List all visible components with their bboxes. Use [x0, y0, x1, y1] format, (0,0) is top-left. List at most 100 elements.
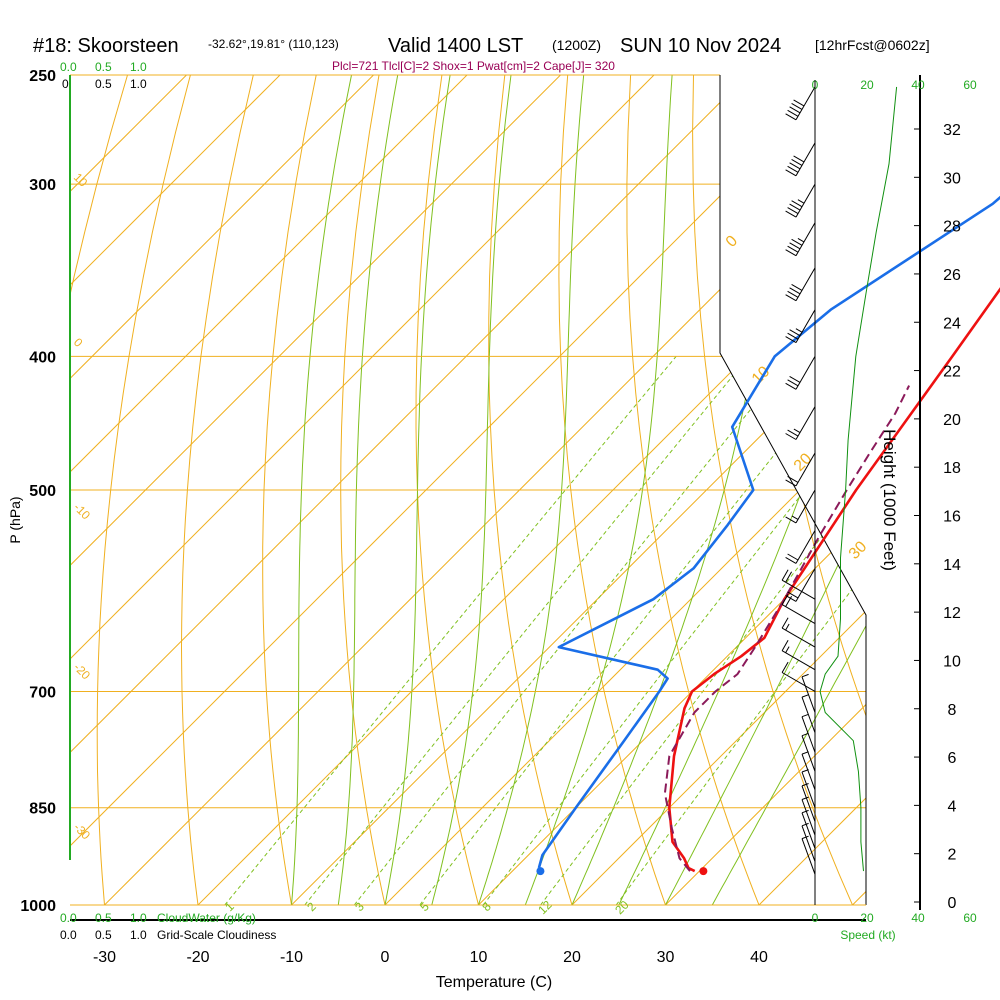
barb-staff	[795, 452, 816, 487]
valid-date: SUN 10 Nov 2024	[620, 35, 781, 57]
barb-flag	[801, 835, 809, 840]
barb-staff	[795, 183, 816, 218]
barb-flag	[785, 594, 797, 602]
moist-adiabat	[384, 75, 451, 905]
barb-flag	[791, 102, 803, 110]
barb-staff	[795, 222, 816, 256]
barb-flag	[801, 796, 809, 800]
x-axis-title: Temperature (C)	[436, 974, 552, 991]
dry-adiabat	[488, 75, 573, 905]
top-scale-b-2: 1.0	[130, 77, 147, 91]
barb-flag	[787, 165, 799, 173]
cloudwater-label: CloudWater (g/Kg)	[157, 911, 256, 925]
height-tick-label: 4	[948, 798, 957, 815]
wind-speed-profile	[819, 86, 898, 872]
barb-staff	[795, 568, 816, 602]
barb-flag	[789, 106, 801, 114]
barb-flag	[787, 245, 799, 253]
forecast-tag: [12hrFcst@0602z]	[815, 37, 930, 53]
wind-barb	[785, 489, 816, 524]
wind-barb	[781, 617, 816, 648]
barb-flag	[781, 569, 789, 581]
moist-adiabat	[337, 75, 399, 905]
isotherm-line	[478, 75, 866, 905]
dry-adiabat	[340, 75, 386, 905]
temperature-profile	[667, 287, 1000, 873]
barb-flag	[791, 283, 803, 291]
height-tick-label: 10	[943, 653, 961, 670]
barb-staff	[781, 579, 816, 600]
barb-flag	[781, 661, 789, 673]
speed-tick-label: 20	[860, 78, 874, 92]
wind-barb	[801, 673, 816, 713]
barb-flag	[785, 249, 797, 257]
barb-staff	[781, 604, 816, 625]
height-tick-label: 0	[948, 895, 957, 912]
barb-flag	[793, 155, 805, 163]
barb-staff	[801, 812, 816, 849]
barb-flag	[785, 336, 797, 344]
wind-barb	[785, 183, 816, 218]
cloudiness-label: Grid-Scale Cloudiness	[157, 928, 276, 942]
isotherm-line	[70, 75, 281, 905]
height-tick-label: 26	[943, 267, 961, 284]
station-coords: -32.62°,19.81° (110,123)	[208, 37, 339, 51]
dry-adiabat	[626, 75, 760, 905]
barb-staff	[795, 406, 816, 440]
profiles	[536, 195, 1000, 876]
pressure-tick-label: 500	[29, 483, 56, 500]
barb-flag	[791, 238, 803, 246]
parcel-profile	[663, 385, 910, 872]
wind-barb	[785, 142, 816, 177]
barb-staff	[795, 309, 816, 343]
wind-barb	[801, 809, 816, 849]
speed-tick-label: 0	[812, 911, 819, 925]
barb-staff	[801, 735, 816, 772]
surface-dewpoint-dot	[536, 867, 545, 876]
height-tick-label: 32	[943, 122, 961, 139]
temperature-tick-label: -20	[186, 949, 209, 966]
bottom-scale-b-0: 0.0	[60, 928, 77, 942]
y-axis-title: P (hPa)	[7, 496, 23, 543]
wind-barb	[801, 713, 816, 753]
mixing-ratio-line	[353, 356, 794, 905]
barb-flag	[785, 516, 797, 524]
dry-adiabat	[262, 75, 317, 905]
barb-flag	[785, 571, 793, 583]
barb-staff	[801, 838, 816, 875]
barb-staff	[801, 716, 816, 753]
barb-flag	[787, 290, 799, 298]
height-axis-title: Height (1000 Feet)	[880, 429, 899, 571]
wind-barb	[801, 796, 816, 836]
moist-adiabat	[291, 75, 352, 905]
height-tick-label: 22	[943, 364, 961, 381]
moist-adiabat	[431, 75, 512, 905]
isotherm-line	[70, 75, 468, 905]
bottom-scale-a-1: 0.5	[95, 911, 112, 925]
height-tick-label: 6	[948, 750, 957, 767]
height-tick-label: 12	[943, 605, 961, 622]
barb-flag	[785, 433, 797, 440]
top-scale-a-2: 1.0	[130, 60, 147, 74]
dry-adiabat	[692, 75, 853, 905]
dewpoint-profile	[537, 195, 1000, 869]
barb-staff	[801, 753, 816, 790]
barb-staff	[801, 825, 816, 862]
surface-temperature-dot	[699, 867, 708, 876]
wind-barb	[801, 694, 816, 733]
barb-staff	[795, 267, 816, 301]
barb-flag	[785, 169, 797, 177]
barb-flag	[787, 475, 799, 483]
wind-barb	[785, 309, 816, 344]
moist-adiabat	[665, 75, 866, 905]
height-tick-label: 24	[943, 315, 961, 332]
wind-barb	[785, 356, 816, 390]
barb-flag	[801, 673, 809, 678]
height-tick-label: 20	[943, 412, 961, 429]
barb-flag	[781, 640, 789, 651]
wind-barb	[781, 569, 816, 600]
barb-flag	[787, 591, 799, 599]
wind-column	[781, 86, 898, 875]
